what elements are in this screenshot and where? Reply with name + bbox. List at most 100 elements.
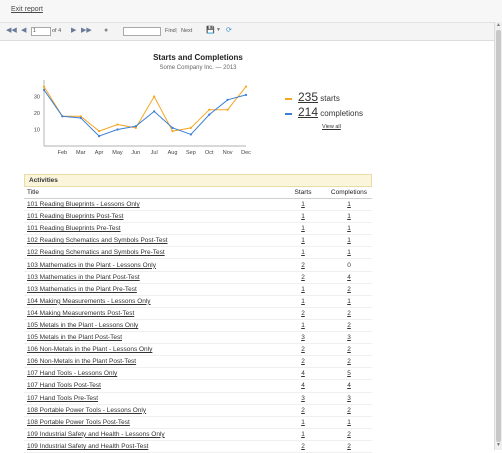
- completions-count-link[interactable]: 2: [347, 309, 351, 317]
- page-number-input[interactable]: 1: [31, 27, 51, 36]
- starts-count-link[interactable]: 2: [301, 273, 305, 281]
- activity-title-link[interactable]: 103 Mathematics in the Plant Pre-Test: [27, 285, 137, 293]
- column-header-starts[interactable]: Starts: [280, 187, 326, 199]
- completions-data-point[interactable]: [153, 110, 156, 113]
- activity-title-link[interactable]: 108 Portable Power Tools Post-Test: [27, 418, 130, 426]
- completions-count-link[interactable]: 2: [347, 321, 351, 329]
- completions-count-link[interactable]: 1: [347, 418, 351, 426]
- starts-data-point[interactable]: [42, 85, 46, 88]
- completions-count-link[interactable]: 3: [347, 394, 351, 402]
- completions-count-link[interactable]: 1: [347, 201, 351, 209]
- starts-count-link[interactable]: 1: [301, 418, 305, 426]
- previous-page-icon[interactable]: ◀: [21, 27, 27, 34]
- starts-data-point[interactable]: [171, 130, 174, 133]
- completions-data-point[interactable]: [61, 115, 64, 118]
- activity-title-link[interactable]: 103 Mathematics in the Plant Post-Test: [27, 273, 140, 281]
- completions-data-point[interactable]: [189, 133, 193, 136]
- completions-count-link[interactable]: 5: [347, 370, 351, 378]
- activity-title-link[interactable]: 106 Non-Metals in the Plant Post-Test: [27, 358, 137, 366]
- view-all-link[interactable]: View all: [322, 124, 341, 130]
- starts-count-link[interactable]: 2: [301, 406, 305, 414]
- activity-title-link[interactable]: 102 Reading Schematics and Symbols Pre-T…: [27, 249, 165, 257]
- starts-data-point[interactable]: [244, 85, 248, 88]
- starts-data-point[interactable]: [226, 108, 229, 111]
- completions-count-link[interactable]: 2: [347, 358, 351, 366]
- starts-data-point[interactable]: [208, 108, 211, 111]
- completions-count-link[interactable]: 4: [347, 273, 351, 281]
- completions-data-point[interactable]: [42, 88, 46, 91]
- activity-title-link[interactable]: 101 Reading Blueprints - Lessons Only: [27, 201, 140, 209]
- export-dropdown-icon[interactable]: ▼: [216, 27, 221, 33]
- starts-count-link[interactable]: 1: [301, 213, 305, 221]
- activity-title-link[interactable]: 108 Portable Power Tools - Lessons Only: [27, 406, 147, 414]
- first-page-icon[interactable]: ◀◀: [6, 27, 17, 34]
- completions-count-link[interactable]: 2: [347, 430, 351, 438]
- starts-count-link[interactable]: 4: [301, 382, 305, 390]
- starts-count[interactable]: 235: [298, 90, 319, 104]
- starts-count-link[interactable]: 2: [301, 309, 305, 317]
- next-page-icon[interactable]: ▶: [71, 27, 77, 34]
- starts-data-point[interactable]: [134, 126, 137, 129]
- export-icon[interactable]: 💾: [206, 27, 215, 34]
- activity-title-link[interactable]: 104 Making Measurements Post-Test: [27, 309, 135, 317]
- find-input[interactable]: [123, 27, 161, 36]
- completions-count-link[interactable]: 1: [347, 249, 351, 257]
- completions-count-link[interactable]: 1: [347, 297, 351, 305]
- activity-title-link[interactable]: 102 Reading Schematics and Symbols Post-…: [27, 237, 168, 245]
- completions-count-link[interactable]: 1: [347, 213, 351, 221]
- scrollbar-thumb[interactable]: [496, 30, 501, 442]
- completions-count-link[interactable]: 1: [347, 237, 351, 245]
- completions-data-point[interactable]: [134, 125, 137, 128]
- starts-count-link[interactable]: 1: [301, 285, 305, 293]
- starts-count-link[interactable]: 2: [301, 346, 305, 354]
- completions-data-point[interactable]: [79, 116, 82, 120]
- completions-count-link[interactable]: 2: [347, 285, 351, 293]
- starts-data-point[interactable]: [97, 130, 101, 133]
- starts-count-link[interactable]: 3: [301, 334, 305, 342]
- activity-title-link[interactable]: 103 Mathematics in the Plant - Lessons O…: [27, 261, 156, 269]
- starts-data-point[interactable]: [189, 126, 193, 129]
- starts-data-point[interactable]: [153, 95, 156, 98]
- vertical-scrollbar[interactable]: ▲ ▼: [494, 22, 502, 450]
- activity-title-link[interactable]: 109 Industrial Safety and Health - Lesso…: [27, 430, 165, 438]
- starts-count-link[interactable]: 2: [301, 358, 305, 366]
- starts-data-point[interactable]: [116, 123, 119, 126]
- completions-count-link[interactable]: 2: [347, 346, 351, 354]
- completions-count-link[interactable]: 2: [347, 406, 351, 414]
- activity-title-link[interactable]: 105 Metals in the Plant Post-Test: [27, 334, 123, 342]
- activity-title-link[interactable]: 109 Industrial Safety and Health Post-Te…: [27, 442, 149, 450]
- column-header-title[interactable]: Title: [24, 187, 280, 199]
- activity-title-link[interactable]: 105 Metals in the Plant - Lessons Only: [27, 321, 139, 329]
- starts-count-link[interactable]: 1: [301, 297, 305, 305]
- starts-count-link[interactable]: 2: [301, 442, 305, 450]
- activity-title-link[interactable]: 107 Hand Tools Post-Test: [27, 382, 101, 390]
- completions-count-link[interactable]: 1: [347, 225, 351, 233]
- completions-data-point[interactable]: [171, 126, 174, 129]
- find-link[interactable]: Find: [165, 28, 176, 34]
- starts-count-link[interactable]: 1: [301, 201, 305, 209]
- activity-title-link[interactable]: 107 Hand Tools Pre-Test: [27, 394, 99, 402]
- find-next-link[interactable]: Next: [181, 28, 193, 34]
- completions-data-point[interactable]: [208, 113, 211, 116]
- exit-report-link[interactable]: Exit report: [11, 6, 43, 13]
- completions-data-point[interactable]: [116, 128, 119, 131]
- activity-title-link[interactable]: 101 Reading Blueprints Pre-Test: [27, 225, 121, 233]
- last-page-icon[interactable]: ▶▶: [81, 27, 92, 34]
- starts-count-link[interactable]: 1: [301, 225, 305, 233]
- completions-count-link[interactable]: 2: [347, 442, 351, 450]
- starts-data-point[interactable]: [79, 115, 82, 118]
- completions-count-link[interactable]: 3: [347, 334, 351, 342]
- activity-title-link[interactable]: 101 Reading Blueprints Post-Test: [27, 213, 124, 221]
- scroll-up-icon[interactable]: ▲: [496, 22, 501, 28]
- scroll-down-icon[interactable]: ▼: [496, 442, 501, 448]
- starts-count-link[interactable]: 1: [301, 237, 305, 245]
- starts-count-link[interactable]: 2: [301, 261, 305, 269]
- starts-count-link[interactable]: 1: [301, 249, 305, 257]
- refresh-icon[interactable]: ⟳: [226, 27, 232, 34]
- activity-title-link[interactable]: 106 Non-Metals in the Plant - Lessons On…: [27, 346, 153, 354]
- completions-count-link[interactable]: 4: [347, 382, 351, 390]
- starts-count-link[interactable]: 1: [301, 430, 305, 438]
- completions-count[interactable]: 214: [298, 105, 319, 119]
- starts-count-link[interactable]: 4: [301, 370, 305, 378]
- zoom-icon[interactable]: ●: [104, 27, 109, 34]
